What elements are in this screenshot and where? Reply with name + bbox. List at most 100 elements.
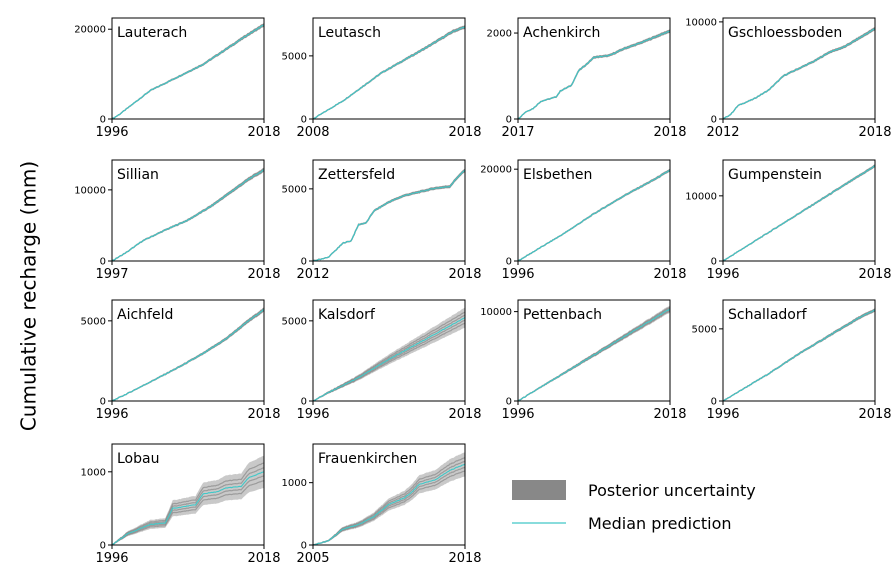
axes-frame (111, 443, 265, 546)
y-tick-label: 5000 (282, 316, 307, 327)
x-tick-label: 2018 (858, 125, 891, 140)
x-tick-label: 2005 (296, 551, 329, 566)
x-tick-label: 2018 (858, 407, 891, 422)
legend-uncertainty-swatch (512, 480, 566, 500)
station-name: Frauenkirchen (318, 451, 417, 467)
y-tick-label: 2000 (487, 29, 512, 40)
x-tick-label: 2018 (653, 125, 686, 140)
axes-frame (722, 299, 876, 402)
x-tick-label: 2018 (448, 407, 481, 422)
y-tick-label: 1000 (282, 478, 307, 489)
y-tick-label: 0 (301, 115, 307, 126)
x-tick-label: 1996 (706, 407, 739, 422)
y-tick-label: 5000 (282, 184, 307, 195)
panel-zettersfeld: 0 5000 2012 2018 Zettersfeld (282, 159, 482, 282)
x-tick-label: 2018 (247, 407, 280, 422)
posterior-sample-line (312, 169, 466, 262)
y-tick-label: 0 (711, 115, 717, 126)
y-tick-label: 5000 (692, 324, 717, 335)
x-tick-label: 2017 (501, 125, 534, 140)
axes-frame (517, 159, 671, 262)
y-tick-label: 0 (100, 257, 106, 268)
median-line (722, 165, 876, 262)
x-tick-label: 2012 (706, 125, 739, 140)
panel-achenkirch: 0 2000 2017 2018 Achenkirch (487, 17, 687, 140)
y-tick-label: 10000 (480, 307, 512, 318)
axes-frame (111, 17, 265, 120)
y-tick-label: 0 (711, 257, 717, 268)
station-name: Pettenbach (523, 307, 602, 323)
x-tick-label: 2018 (448, 267, 481, 282)
axes-frame (517, 17, 671, 120)
station-name: Gumpenstein (728, 167, 822, 183)
panel-lauterach: 0 20000 1996 2018 Lauterach (74, 17, 281, 140)
axes-frame (312, 443, 466, 546)
x-tick-label: 2018 (448, 551, 481, 566)
posterior-sample-line (111, 475, 265, 546)
posterior-sample-line (517, 31, 671, 120)
station-name: Leutasch (318, 25, 381, 41)
y-tick-label: 0 (301, 397, 307, 408)
median-line (517, 30, 671, 120)
y-tick-label: 5000 (81, 316, 106, 327)
station-name: Sillian (117, 167, 159, 183)
axes-frame (312, 17, 466, 120)
x-tick-label: 1996 (501, 407, 534, 422)
panel-leutasch: 0 5000 2008 2018 Leutasch (282, 17, 482, 140)
posterior-sample-line (111, 467, 265, 546)
posterior-sample-line (517, 29, 671, 120)
median-line (722, 28, 876, 120)
station-name: Aichfeld (117, 307, 173, 323)
x-tick-label: 1996 (95, 407, 128, 422)
uncertainty-band (313, 452, 465, 545)
y-tick-label: 10000 (685, 17, 717, 28)
y-tick-label: 20000 (74, 25, 106, 36)
x-tick-label: 2018 (858, 267, 891, 282)
posterior-sample-line (111, 480, 265, 546)
posterior-sample-line (312, 314, 466, 402)
x-tick-label: 1997 (95, 267, 128, 282)
posterior-sample-line (111, 309, 265, 402)
panel-elsbethen: 0 20000 1996 2018 Elsbethen (480, 159, 687, 282)
y-tick-label: 0 (100, 397, 106, 408)
x-tick-label: 2018 (247, 267, 280, 282)
station-name: Kalsdorf (318, 307, 376, 323)
x-tick-label: 1996 (706, 267, 739, 282)
uncertainty-band (313, 307, 465, 401)
median-line (312, 463, 466, 546)
station-name: Zettersfeld (318, 167, 395, 183)
y-tick-label: 0 (100, 541, 106, 552)
median-line (312, 169, 466, 262)
median-line (517, 308, 671, 402)
x-tick-label: 2018 (653, 407, 686, 422)
panel-sillian: 0 10000 1997 2018 Sillian (74, 159, 281, 282)
y-tick-label: 20000 (480, 165, 512, 176)
y-tick-label: 10000 (74, 185, 106, 196)
x-tick-label: 2018 (653, 267, 686, 282)
panel-pettenbach: 0 10000 1996 2018 Pettenbach (480, 299, 687, 422)
y-tick-label: 0 (100, 115, 106, 126)
station-name: Lauterach (117, 25, 187, 41)
panel-schalladorf: 0 5000 1996 2018 Schalladorf (692, 299, 892, 422)
x-tick-label: 1996 (501, 267, 534, 282)
legend: Posterior uncertainty Median prediction (512, 480, 756, 533)
posterior-sample-line (312, 170, 466, 262)
legend-median-label: Median prediction (588, 514, 732, 533)
station-name: Lobau (117, 451, 159, 467)
y-axis-label: Cumulative recharge (mm) (17, 161, 41, 431)
station-name: Gschloessboden (728, 25, 842, 41)
x-tick-label: 1996 (95, 125, 128, 140)
y-tick-label: 0 (301, 541, 307, 552)
panel-frauenkirchen: 0 1000 2005 2018 Frauenkirchen (282, 443, 482, 566)
x-tick-label: 1996 (95, 551, 128, 566)
median-line (517, 169, 671, 262)
axes-frame (517, 299, 671, 402)
panel-gumpenstein: 0 10000 1996 2018 Gumpenstein (685, 159, 892, 282)
panel-gschloessboden: 0 10000 2012 2018 Gschloessboden (685, 17, 891, 140)
y-tick-label: 10000 (685, 191, 717, 202)
y-tick-label: 0 (506, 397, 512, 408)
posterior-sample-line (111, 310, 265, 402)
panel-kalsdorf: 0 5000 1996 2018 Kalsdorf (282, 299, 482, 422)
